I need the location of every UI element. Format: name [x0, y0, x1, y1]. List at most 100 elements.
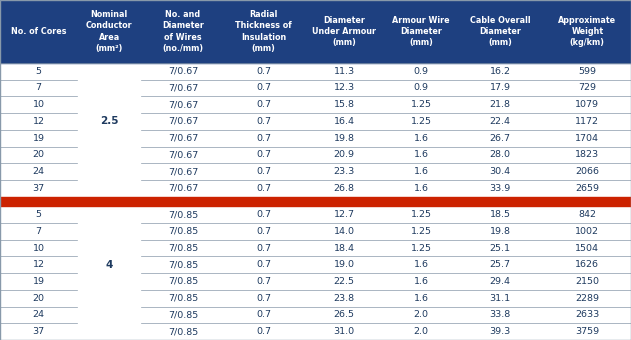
Text: 24: 24: [33, 167, 45, 176]
Text: 0.7: 0.7: [256, 150, 271, 159]
Text: 0.7: 0.7: [256, 277, 271, 286]
Text: 0.7: 0.7: [256, 167, 271, 176]
Text: 7/0.67: 7/0.67: [168, 100, 198, 109]
Text: 7/0.67: 7/0.67: [168, 67, 198, 76]
Text: Nominal
Conductor
Area
(mm²): Nominal Conductor Area (mm²): [86, 10, 133, 53]
Text: 7/0.85: 7/0.85: [168, 227, 198, 236]
Text: 2066: 2066: [575, 167, 599, 176]
Text: 7/0.85: 7/0.85: [168, 260, 198, 269]
Text: 19.8: 19.8: [334, 134, 355, 143]
Text: 1172: 1172: [575, 117, 599, 126]
Text: 31.1: 31.1: [490, 294, 510, 303]
Text: 12.7: 12.7: [334, 210, 355, 219]
Text: 1.6: 1.6: [414, 150, 428, 159]
Text: 26.5: 26.5: [334, 310, 355, 319]
Text: 0.7: 0.7: [256, 210, 271, 219]
Text: 10: 10: [33, 100, 45, 109]
Text: 25.7: 25.7: [490, 260, 510, 269]
Text: 33.8: 33.8: [490, 310, 510, 319]
Text: 22.4: 22.4: [490, 117, 510, 126]
Text: 7/0.67: 7/0.67: [168, 150, 198, 159]
Text: 7/0.85: 7/0.85: [168, 210, 198, 219]
Text: 1.6: 1.6: [414, 277, 428, 286]
Bar: [0, 197, 631, 206]
Text: 7/0.67: 7/0.67: [168, 167, 198, 176]
Text: 25.1: 25.1: [490, 243, 510, 253]
Text: No. of Cores: No. of Cores: [11, 27, 66, 36]
Text: 12: 12: [33, 117, 45, 126]
Text: 16.4: 16.4: [334, 117, 355, 126]
Text: 7/0.67: 7/0.67: [168, 184, 198, 193]
Text: 12: 12: [33, 260, 45, 269]
Text: 599: 599: [579, 67, 596, 76]
Text: 2.0: 2.0: [414, 327, 428, 336]
Text: 15.8: 15.8: [334, 100, 355, 109]
Text: 7/0.85: 7/0.85: [168, 294, 198, 303]
Text: 1.25: 1.25: [411, 100, 432, 109]
Text: 28.0: 28.0: [490, 150, 510, 159]
Text: 37: 37: [33, 184, 45, 193]
Text: 19.8: 19.8: [490, 227, 510, 236]
Text: 30.4: 30.4: [490, 167, 510, 176]
Text: 1823: 1823: [575, 150, 599, 159]
Text: 7/0.85: 7/0.85: [168, 243, 198, 253]
Text: 0.7: 0.7: [256, 327, 271, 336]
Text: 1002: 1002: [575, 227, 599, 236]
Text: 0.9: 0.9: [414, 84, 428, 92]
Text: 31.0: 31.0: [333, 327, 355, 336]
Text: 1504: 1504: [575, 243, 599, 253]
Text: 11.3: 11.3: [333, 67, 355, 76]
Text: 0.7: 0.7: [256, 117, 271, 126]
Text: 0.7: 0.7: [256, 134, 271, 143]
Text: Armour Wire
Diameter
(mm): Armour Wire Diameter (mm): [392, 16, 450, 47]
Text: 2.0: 2.0: [414, 310, 428, 319]
Text: 7/0.85: 7/0.85: [168, 310, 198, 319]
Text: 5: 5: [35, 210, 42, 219]
Text: 1.6: 1.6: [414, 294, 428, 303]
Text: 0.7: 0.7: [256, 260, 271, 269]
Text: 729: 729: [579, 84, 596, 92]
Text: 7/0.85: 7/0.85: [168, 327, 198, 336]
Text: 0.7: 0.7: [256, 67, 271, 76]
Text: 1704: 1704: [575, 134, 599, 143]
Text: 7: 7: [35, 227, 42, 236]
Text: 5: 5: [35, 67, 42, 76]
Text: 17.9: 17.9: [490, 84, 510, 92]
Text: 4: 4: [105, 260, 113, 270]
Text: 23.3: 23.3: [333, 167, 355, 176]
Bar: [0, 0, 631, 63]
Text: 19: 19: [33, 134, 45, 143]
Text: 12.3: 12.3: [333, 84, 355, 92]
Text: 7: 7: [35, 84, 42, 92]
Text: 1079: 1079: [575, 100, 599, 109]
Text: 26.7: 26.7: [490, 134, 510, 143]
Text: 22.5: 22.5: [334, 277, 355, 286]
Text: 0.7: 0.7: [256, 100, 271, 109]
Text: 1626: 1626: [575, 260, 599, 269]
Text: 26.8: 26.8: [334, 184, 355, 193]
Text: 1.6: 1.6: [414, 260, 428, 269]
Text: 0.9: 0.9: [414, 67, 428, 76]
Text: 1.25: 1.25: [411, 243, 432, 253]
Text: 0.7: 0.7: [256, 310, 271, 319]
Text: 2633: 2633: [575, 310, 599, 319]
Text: 1.25: 1.25: [411, 227, 432, 236]
Text: 0.7: 0.7: [256, 227, 271, 236]
Text: 0.7: 0.7: [256, 294, 271, 303]
Text: 19: 19: [33, 277, 45, 286]
Text: 7/0.67: 7/0.67: [168, 84, 198, 92]
Text: 2289: 2289: [575, 294, 599, 303]
Text: 7/0.67: 7/0.67: [168, 134, 198, 143]
Text: 1.6: 1.6: [414, 167, 428, 176]
Text: No. and
Diameter
of Wires
(no./mm): No. and Diameter of Wires (no./mm): [162, 10, 204, 53]
Text: 20.9: 20.9: [334, 150, 355, 159]
Text: 33.9: 33.9: [490, 184, 510, 193]
Text: 2150: 2150: [575, 277, 599, 286]
Text: 7/0.67: 7/0.67: [168, 117, 198, 126]
Text: 0.7: 0.7: [256, 243, 271, 253]
Text: Approximate
Weight
(kg/km): Approximate Weight (kg/km): [558, 16, 616, 47]
Text: 2.5: 2.5: [100, 116, 119, 126]
Text: 23.8: 23.8: [333, 294, 355, 303]
Text: Cable Overall
Diameter
(mm): Cable Overall Diameter (mm): [470, 16, 531, 47]
Text: 1.6: 1.6: [414, 134, 428, 143]
